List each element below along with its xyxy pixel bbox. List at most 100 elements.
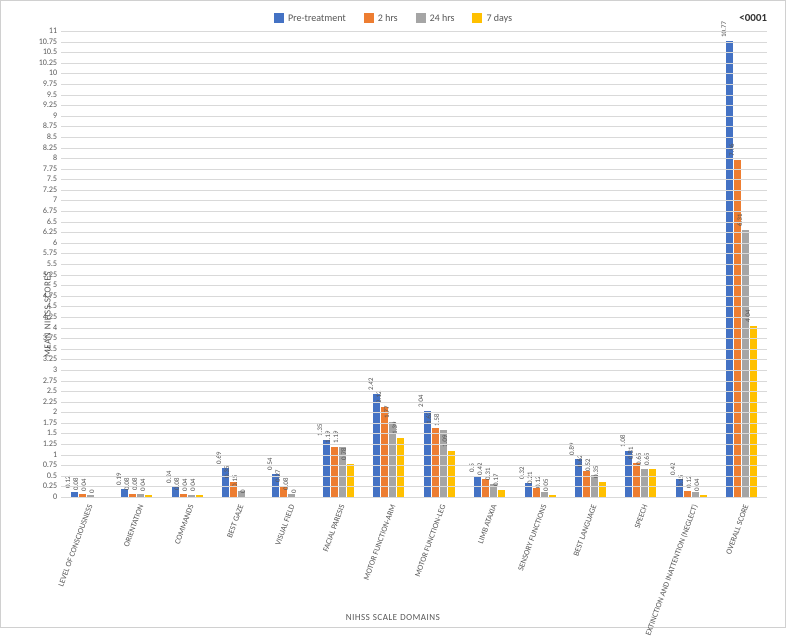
y-tick-label: 3: [53, 365, 61, 375]
y-tick-label: 0.75: [43, 460, 61, 470]
bar-value-label: 0.08: [281, 477, 290, 489]
y-tick-label: 2: [53, 407, 61, 417]
y-tick-label: 5.25: [43, 270, 61, 280]
y-tick-label: 7.5: [47, 174, 61, 184]
grid-line: [61, 296, 767, 297]
y-tick-label: 7: [53, 195, 61, 205]
bar: [381, 407, 388, 497]
grid-line: [61, 253, 767, 254]
legend-label: Pre-treatment: [288, 11, 346, 24]
plot-area: 0.120.080.040LEVEL OF CONSCIOUSNESS0.190…: [61, 31, 767, 497]
y-tick-label: 6.5: [47, 217, 61, 227]
y-tick-label: 1.5: [47, 428, 61, 438]
y-tick-label: 4.75: [43, 291, 61, 301]
bar: [323, 440, 330, 497]
y-tick-label: 0.25: [43, 481, 61, 491]
grid-line: [61, 116, 767, 117]
y-tick-label: 5.5: [47, 259, 61, 269]
y-tick-label: 6: [53, 238, 61, 248]
y-tick-label: 8.75: [43, 121, 61, 131]
y-tick-label: 10.75: [39, 37, 61, 47]
grid-line: [61, 148, 767, 149]
y-tick-label: 3.75: [43, 333, 61, 343]
y-tick-label: 9.75: [43, 79, 61, 89]
grid-line: [61, 84, 767, 85]
legend-swatch: [364, 13, 374, 23]
grid-line: [61, 105, 767, 106]
y-tick-label: 10: [49, 68, 61, 78]
bar: [726, 41, 733, 497]
y-tick-label: 10.25: [39, 58, 61, 68]
bar-value-label: 10.77: [719, 21, 728, 37]
bar-value-label: 7.96: [727, 143, 736, 155]
legend-label: 2 hrs: [378, 11, 398, 24]
legend-label: 24 hrs: [430, 11, 455, 24]
y-tick-label: 4.25: [43, 312, 61, 322]
y-tick-label: 2.75: [43, 376, 61, 386]
legend-item: Pre-treatment: [274, 11, 346, 24]
y-tick-label: 10.5: [43, 47, 61, 57]
bar-value-label: 0.54: [265, 458, 274, 470]
grid-line: [61, 232, 767, 233]
y-tick-label: 1.25: [43, 439, 61, 449]
legend-swatch: [416, 13, 426, 23]
grid-line: [61, 497, 767, 498]
y-tick-label: 9.5: [47, 90, 61, 100]
grid-line: [61, 444, 767, 445]
grid-line: [61, 381, 767, 382]
grid-line: [61, 169, 767, 170]
grid-line: [61, 52, 767, 53]
y-tick-label: 8.5: [47, 132, 61, 142]
grid-line: [61, 31, 767, 32]
legend-item: 24 hrs: [416, 11, 455, 24]
grid-line: [61, 391, 767, 392]
y-tick-label: 2.5: [47, 386, 61, 396]
y-tick-label: 8: [53, 153, 61, 163]
grid-line: [61, 285, 767, 286]
legend-swatch: [472, 13, 482, 23]
y-tick-label: 5: [53, 280, 61, 290]
bar-value-label: 6.31: [735, 213, 744, 225]
y-tick-label: 3.25: [43, 354, 61, 364]
bar-value-label: 2.04: [416, 394, 425, 406]
y-tick-label: 5.75: [43, 248, 61, 258]
grid-line: [61, 200, 767, 201]
y-tick-label: 4: [53, 323, 61, 333]
y-tick-label: 0.5: [47, 471, 61, 481]
y-tick-label: 4.5: [47, 301, 61, 311]
y-tick-label: 9.25: [43, 100, 61, 110]
bar-value-label: 0.69: [214, 451, 223, 463]
grid-line: [61, 455, 767, 456]
legend-item: 7 days: [472, 11, 512, 24]
grid-line: [61, 222, 767, 223]
grid-line: [61, 317, 767, 318]
bar: [633, 463, 640, 497]
legend-label: 7 days: [486, 11, 512, 24]
bar: [533, 488, 540, 497]
y-tick-label: 6.25: [43, 227, 61, 237]
nihss-chart: Pre-treatment2 hrs24 hrs7 days <0001 MEA…: [0, 0, 786, 628]
bar-value-label: 1.58: [432, 414, 441, 426]
legend: Pre-treatment 2 hrs 24 hrs 7 days: [274, 11, 512, 24]
y-tick-label: 3.5: [47, 344, 61, 354]
grid-line: [61, 349, 767, 350]
grid-line: [61, 179, 767, 180]
grid-line: [61, 126, 767, 127]
y-tick-label: 9: [53, 111, 61, 121]
grid-line: [61, 370, 767, 371]
bar: [583, 471, 590, 497]
y-tick-label: 11: [49, 26, 61, 36]
grid-line: [61, 137, 767, 138]
y-tick-label: 1.75: [43, 418, 61, 428]
bar: [373, 394, 380, 497]
y-tick-label: 6.75: [43, 206, 61, 216]
p-value: <0001: [739, 11, 767, 24]
grid-line: [61, 412, 767, 413]
grid-line: [61, 359, 767, 360]
grid-line: [61, 306, 767, 307]
grid-line: [61, 73, 767, 74]
bar: [121, 489, 128, 497]
grid-line: [61, 433, 767, 434]
bar: [482, 479, 489, 497]
grid-line: [61, 465, 767, 466]
